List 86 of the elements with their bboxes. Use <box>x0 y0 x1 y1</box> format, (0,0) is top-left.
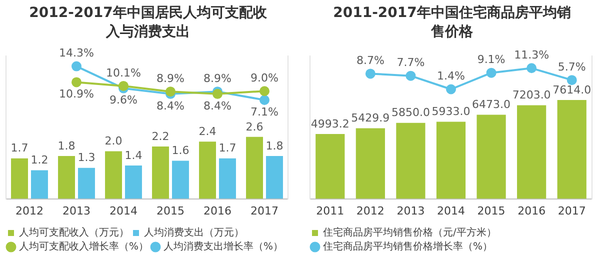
point <box>260 95 270 106</box>
point <box>446 84 456 94</box>
data-label: 5.7% <box>558 60 586 74</box>
data-label: 2.2 <box>152 130 170 143</box>
data-label: 9.0% <box>250 71 278 84</box>
point <box>406 70 416 81</box>
x-tick-label: 2016 <box>204 204 232 218</box>
data-label: 7614.0 <box>552 83 592 96</box>
legend-label: 人均可支配收入（万元） <box>19 226 129 239</box>
legend-label: 人均消费支出（万元） <box>144 226 244 239</box>
bar <box>476 114 506 199</box>
x-tick-label: 2013 <box>62 204 90 218</box>
data-label: 1.4% <box>437 70 465 83</box>
data-label: 11.3% <box>514 48 550 62</box>
point <box>260 86 270 96</box>
bar <box>219 158 236 199</box>
x-tick-label: 2011 <box>316 204 344 218</box>
x-tick-label: 2014 <box>110 204 138 218</box>
bar <box>199 142 216 199</box>
point <box>365 68 376 79</box>
bar <box>78 168 95 199</box>
x-tick-label: 2013 <box>396 204 425 218</box>
data-label: 2.4 <box>198 125 216 138</box>
data-label: 2.0 <box>104 134 122 148</box>
bar <box>356 128 385 199</box>
x-tick-label: 2012 <box>356 204 384 218</box>
data-label: 7.7% <box>396 56 425 70</box>
data-label: 1.6 <box>172 144 190 158</box>
data-label: 5429.9 <box>351 112 390 125</box>
bar <box>396 122 426 199</box>
bar <box>316 134 345 199</box>
data-label: 8.9% <box>156 72 184 85</box>
bar <box>557 100 586 199</box>
data-label: 7.1% <box>250 105 278 118</box>
bar <box>11 158 28 199</box>
data-label: 2.6 <box>246 120 264 134</box>
legend-label: 人均消费支出增长率（%） <box>164 240 284 253</box>
chart-title: 2011-2017年中国住宅商品房平均销售价格 <box>332 4 572 40</box>
bar <box>125 165 142 199</box>
bar <box>436 122 466 199</box>
data-label: 5850.0 <box>391 106 430 120</box>
bar <box>152 146 169 199</box>
bar <box>58 156 75 199</box>
bar <box>31 170 48 199</box>
point <box>118 80 128 91</box>
data-label: 8.4% <box>156 99 184 112</box>
x-tick-label: 2016 <box>518 204 546 218</box>
point <box>526 63 537 74</box>
data-label: 8.7% <box>356 54 384 68</box>
data-label: 8.9% <box>204 72 232 85</box>
point <box>72 77 82 88</box>
data-label: 4993.2 <box>310 117 350 130</box>
data-label: 6473.0 <box>472 98 511 112</box>
data-label: 1.2 <box>30 154 48 167</box>
legend-label: 住宅商品房平均销售价格增长率（%） <box>323 240 493 253</box>
legend-label: 住宅商品房平均销售价格（元/平方米） <box>323 226 496 239</box>
data-label: 10.1% <box>106 66 141 80</box>
x-tick-label: 2015 <box>477 204 506 218</box>
data-label: 1.8 <box>266 139 284 152</box>
chart-title: 2012-2017年中国居民人均可支配收入与消费支出 <box>28 4 268 40</box>
bar <box>105 151 122 199</box>
data-label: 8.4% <box>204 99 232 112</box>
x-tick-label: 2014 <box>437 204 465 218</box>
data-label: 1.4 <box>124 148 142 162</box>
data-label: 1.3 <box>78 151 96 164</box>
bar <box>517 105 546 199</box>
data-label: 7203.0 <box>512 88 551 102</box>
x-tick-label: 2017 <box>558 204 586 218</box>
data-label: 1.8 <box>58 139 76 152</box>
legend-label: 人均可支配收入增长率（%） <box>19 240 149 253</box>
bar <box>172 160 189 199</box>
point <box>72 61 82 72</box>
point <box>486 68 496 78</box>
data-label: 9.1% <box>477 53 506 66</box>
data-label: 9.6% <box>110 94 138 107</box>
point <box>566 75 577 86</box>
data-label: 14.3% <box>59 46 94 60</box>
x-tick-label: 2017 <box>250 204 278 218</box>
bar <box>246 136 263 199</box>
data-label: 1.7 <box>218 142 236 155</box>
bar <box>266 156 283 199</box>
data-label: 1.7 <box>10 142 28 155</box>
data-label: 5933.0 <box>432 105 470 118</box>
data-label: 10.9% <box>59 88 94 101</box>
x-tick-label: 2012 <box>16 204 44 218</box>
x-tick-label: 2015 <box>156 204 184 218</box>
